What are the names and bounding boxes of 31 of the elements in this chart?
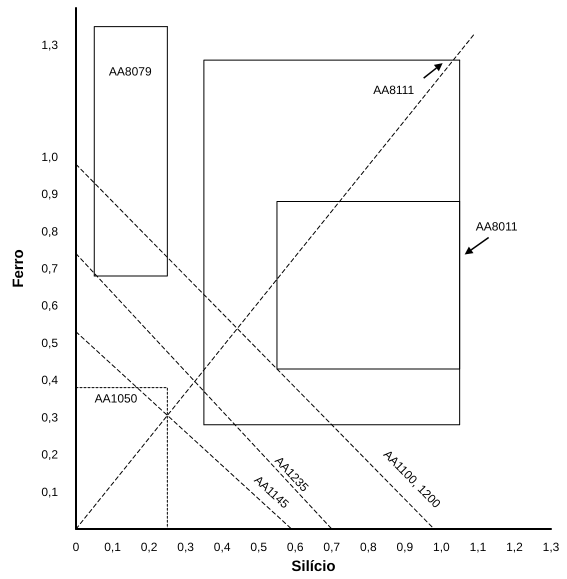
series-label: AA8111 — [373, 83, 414, 98]
series-label: AA1050 — [94, 392, 138, 406]
text: AA8011 — [476, 220, 518, 234]
y-tick-label: 0,8 — [41, 224, 58, 238]
series-label: AA8079 — [108, 64, 152, 79]
x-tick-label: 0,1 — [104, 540, 122, 554]
x-tick-label: 0,8 — [360, 540, 377, 554]
y-tick-label: 0,4 — [41, 373, 58, 388]
y-tick-label: 0,7 — [41, 262, 58, 276]
y-tick-label: 0,5 — [41, 336, 58, 350]
x-tick-label: 1,3 — [542, 540, 560, 554]
y-tick-label: 1,3 — [41, 38, 58, 52]
y-axis-title: Ferro — [10, 249, 27, 288]
x-tick-label: 0,3 — [177, 540, 194, 554]
x-tick-label: 0,9 — [396, 540, 414, 554]
y-tick-label: 0,1 — [41, 484, 58, 499]
y-tick-label: 0,3 — [41, 410, 58, 424]
x-tick-label: 0,7 — [323, 540, 340, 554]
y-tick-label: 0,6 — [41, 298, 58, 313]
x-tick-label: 1,1 — [470, 540, 487, 554]
x-tick-label: 0,4 — [214, 540, 231, 554]
x-tick-label: 1,2 — [506, 540, 524, 554]
x-tick-label: 0 — [72, 540, 80, 554]
x-tick-label: 0,5 — [250, 540, 268, 554]
x-tick-label: 0,6 — [286, 540, 304, 554]
y-tick-label: 0,9 — [41, 187, 58, 202]
x-tick-label: 0,2 — [140, 540, 158, 554]
y-tick-label: 1,0 — [41, 150, 58, 164]
y-tick-label: 0,2 — [41, 448, 58, 462]
x-axis-title: Silício — [291, 558, 336, 575]
x-tick-label: 1,0 — [433, 540, 450, 554]
